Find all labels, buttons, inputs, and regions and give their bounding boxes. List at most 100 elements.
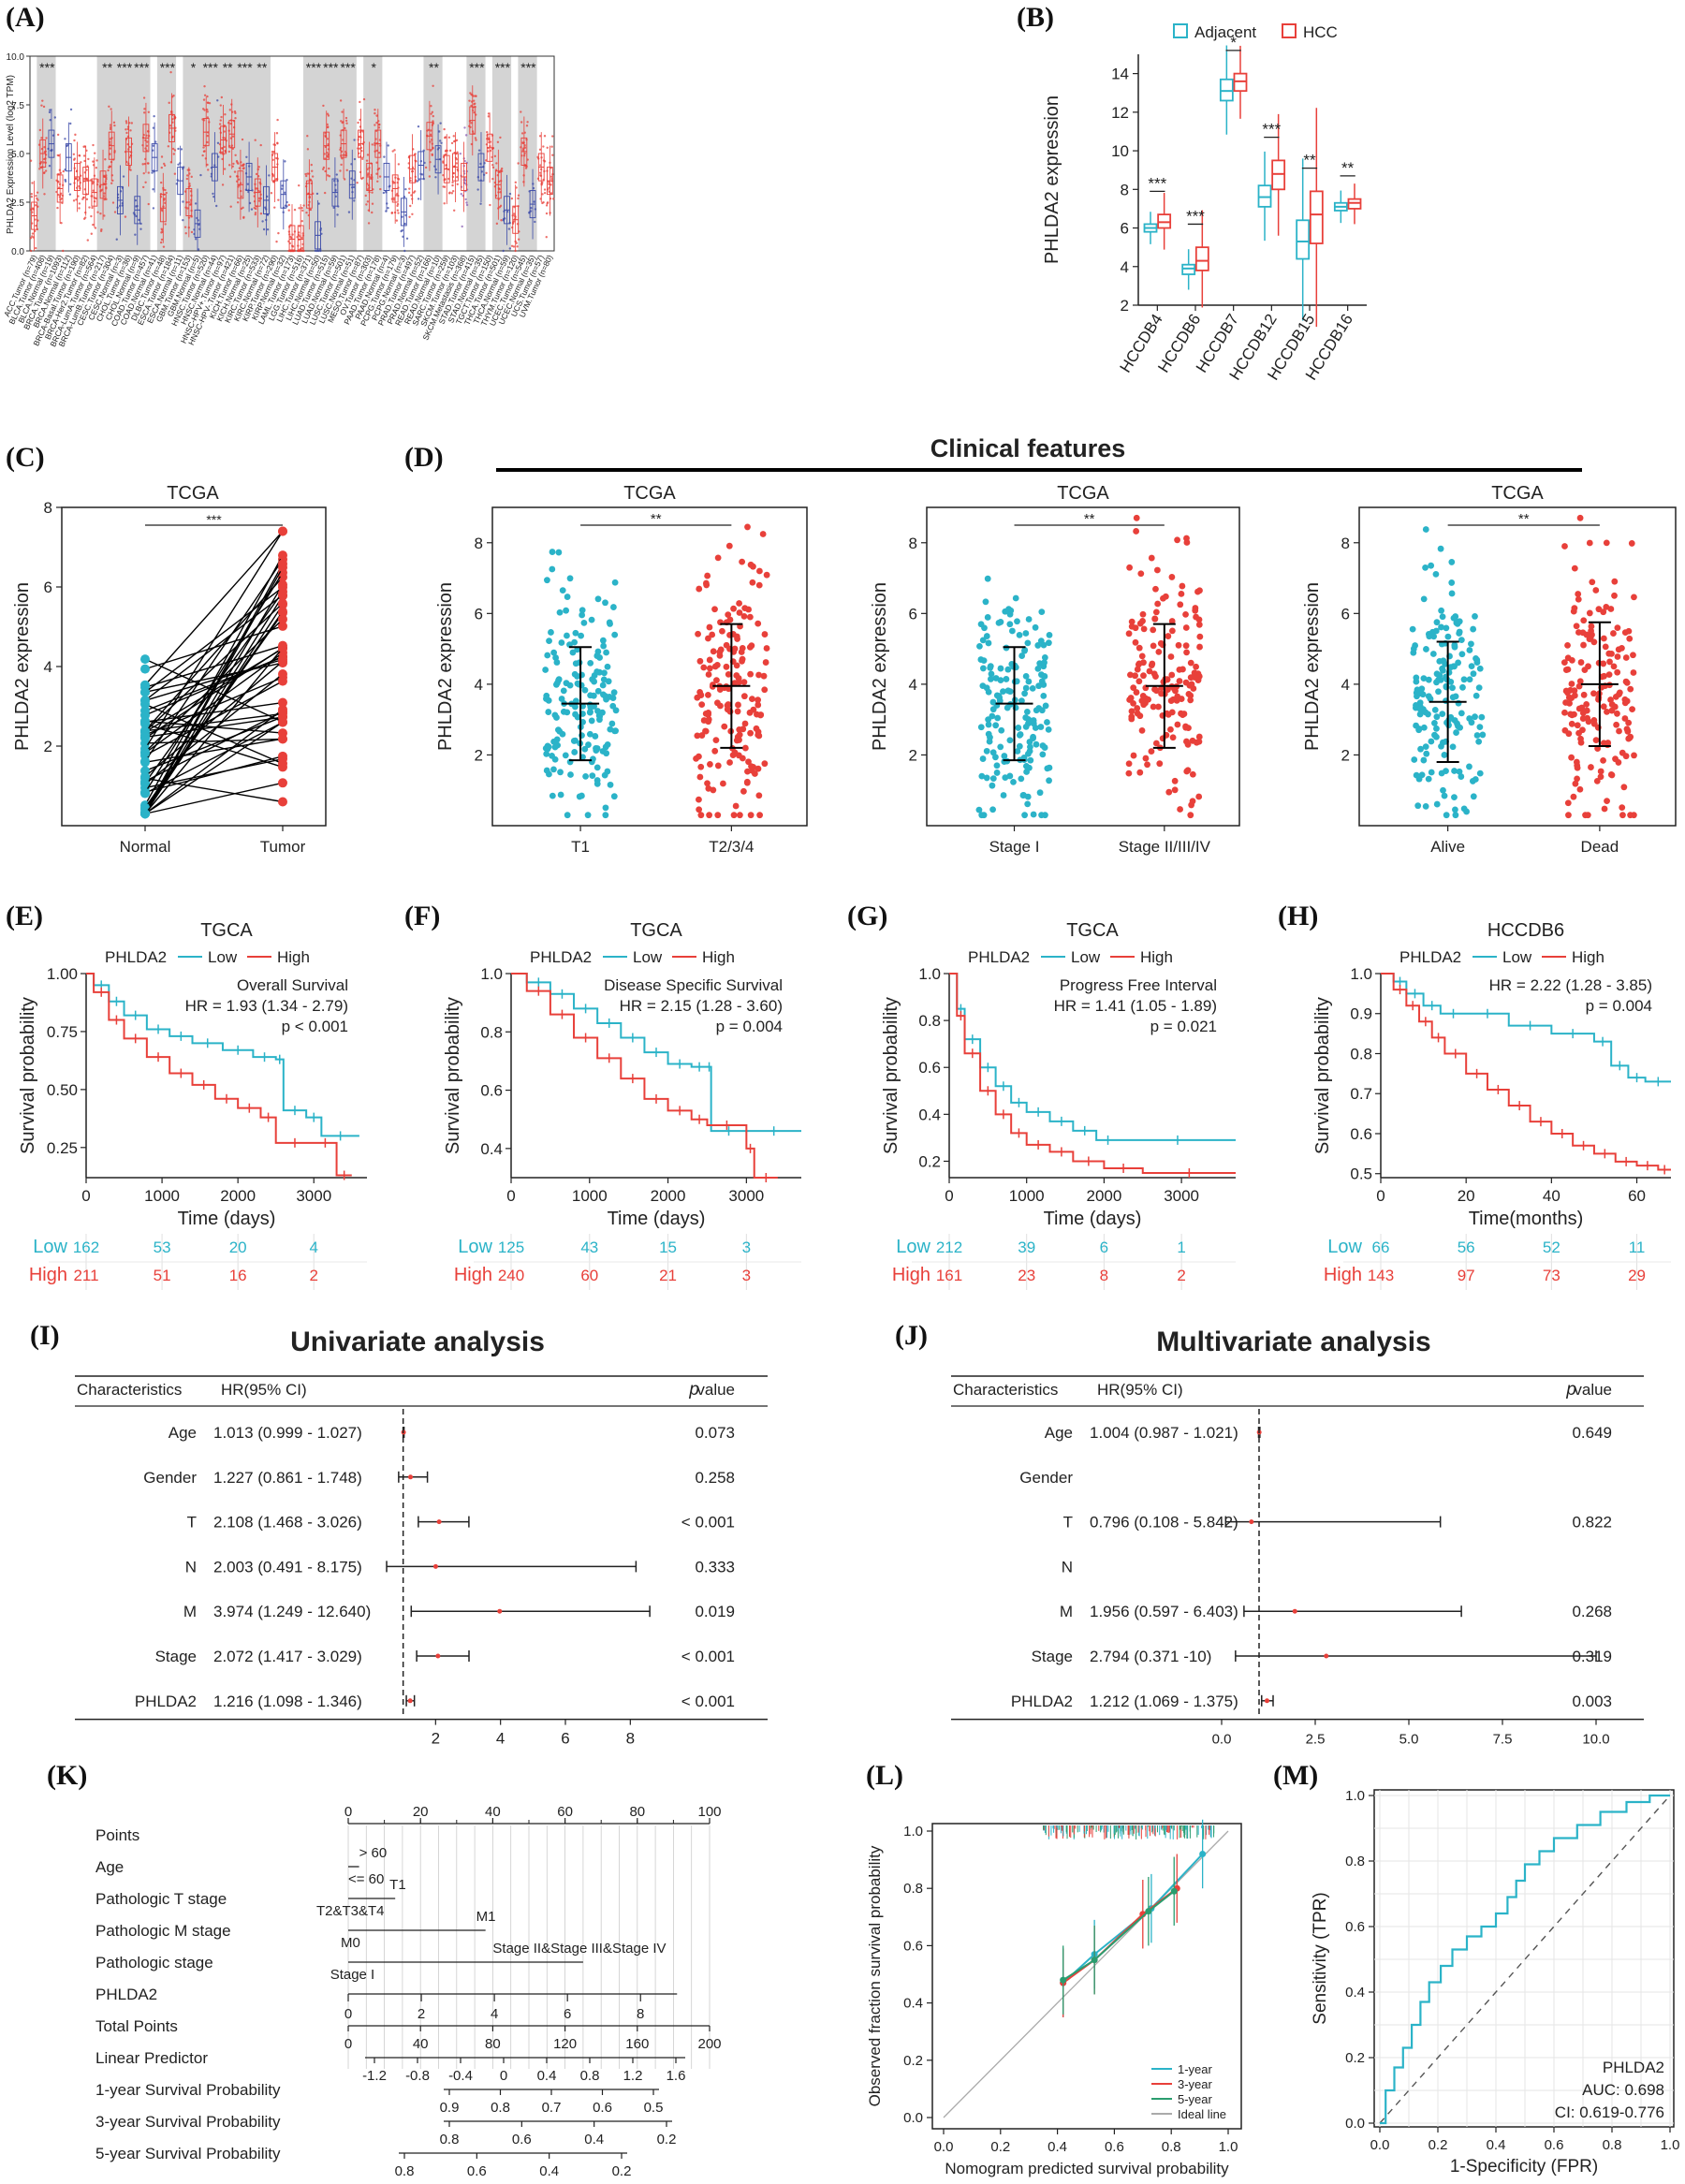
data-point xyxy=(31,232,35,235)
x-axis-title: Nomogram predicted survival probability xyxy=(945,2160,1229,2177)
box-body xyxy=(1296,219,1311,260)
y-tick-label: 2 xyxy=(1121,297,1129,315)
data-point xyxy=(242,216,245,219)
data-point xyxy=(432,114,434,118)
data-point xyxy=(109,147,112,150)
data-point xyxy=(1136,769,1144,776)
points-tick-label: 100 xyxy=(697,1804,721,1820)
data-point xyxy=(705,671,712,678)
data-point xyxy=(747,561,755,568)
data-point xyxy=(255,172,258,176)
data-point xyxy=(516,245,519,248)
data-point xyxy=(277,198,280,201)
data-point xyxy=(587,692,594,699)
data-point xyxy=(1440,786,1446,794)
hr-point xyxy=(1324,1653,1329,1659)
paired-line xyxy=(144,782,284,814)
legend-high: High xyxy=(702,948,735,966)
data-point xyxy=(375,161,378,164)
data-point xyxy=(359,146,363,150)
significance-band xyxy=(183,56,202,251)
y-tick-label: 0.0 xyxy=(11,247,24,257)
x-tick-label: 1.0 xyxy=(1661,2137,1680,2153)
risk-count-high: 51 xyxy=(154,1267,171,1284)
data-point xyxy=(125,128,127,131)
points-tick-label: 0 xyxy=(344,1804,352,1820)
x-tick-label: Stage II/III/IV xyxy=(1119,838,1211,856)
data-point xyxy=(1146,667,1153,675)
row-p: 0.333 xyxy=(695,1558,735,1576)
data-point xyxy=(109,125,112,129)
data-point xyxy=(607,621,613,627)
box-body xyxy=(1309,190,1324,244)
data-point xyxy=(546,202,549,205)
significance-band xyxy=(423,56,443,251)
data-point xyxy=(1183,539,1191,546)
data-point xyxy=(203,150,206,153)
data-point xyxy=(1036,789,1044,797)
data-point xyxy=(326,174,330,177)
data-point xyxy=(271,158,274,161)
data-point xyxy=(375,114,378,117)
data-point xyxy=(1040,692,1048,699)
data-point xyxy=(212,195,215,198)
data-point xyxy=(125,122,128,125)
data-point xyxy=(29,237,33,240)
data-point xyxy=(566,575,574,582)
data-point xyxy=(976,643,983,650)
data-point xyxy=(30,196,34,198)
data-point xyxy=(304,172,307,176)
data-point xyxy=(83,159,86,163)
data-point xyxy=(31,182,34,184)
data-point xyxy=(80,161,82,164)
data-point xyxy=(549,183,552,186)
x-tick-label: Normal xyxy=(120,838,171,856)
data-point xyxy=(1448,559,1456,565)
data-point xyxy=(1187,812,1194,819)
nomogram-row-label: 1-year Survival Probability xyxy=(95,2081,281,2099)
panel-label-j: (J) xyxy=(895,1320,928,1351)
risk-count-high: 8 xyxy=(1100,1267,1108,1284)
data-point xyxy=(327,142,330,146)
x-tick-label: 1000 xyxy=(144,1187,180,1205)
data-point xyxy=(706,623,713,631)
points-tick-label: 20 xyxy=(413,1804,429,1820)
data-point xyxy=(1130,684,1137,692)
total-tick-label: 0 xyxy=(344,2036,352,2052)
data-point xyxy=(593,780,601,787)
y1-tick-label: 0.6 xyxy=(593,2100,612,2116)
data-point xyxy=(1127,695,1135,701)
data-point xyxy=(530,206,533,210)
data-point xyxy=(305,211,308,214)
x-tick-label: 0.8 xyxy=(1603,2137,1622,2153)
data-point xyxy=(1470,670,1477,678)
tumor-point xyxy=(278,643,287,653)
normal-point xyxy=(140,726,150,737)
data-point xyxy=(593,652,601,659)
data-point xyxy=(1597,773,1604,781)
data-point xyxy=(1019,792,1027,799)
data-point xyxy=(160,166,163,169)
data-point xyxy=(322,104,325,108)
data-point xyxy=(230,110,234,113)
data-point xyxy=(545,212,549,215)
data-point xyxy=(199,173,202,177)
data-point xyxy=(512,245,516,248)
data-point xyxy=(1024,639,1032,647)
data-point xyxy=(1592,587,1600,594)
tumor-point xyxy=(278,550,287,561)
data-point xyxy=(108,165,111,168)
data-point xyxy=(371,191,374,194)
data-point xyxy=(569,649,577,656)
data-point xyxy=(198,223,200,227)
data-point xyxy=(1177,601,1184,608)
data-point xyxy=(1195,793,1203,800)
data-point xyxy=(452,139,456,143)
data-point xyxy=(1580,691,1588,698)
data-point xyxy=(697,812,705,819)
data-point xyxy=(994,714,1002,722)
data-point xyxy=(53,116,56,119)
x-tick-label: 0 xyxy=(81,1187,90,1205)
x-tick-label: 1000 xyxy=(572,1187,608,1205)
data-point xyxy=(344,154,346,156)
